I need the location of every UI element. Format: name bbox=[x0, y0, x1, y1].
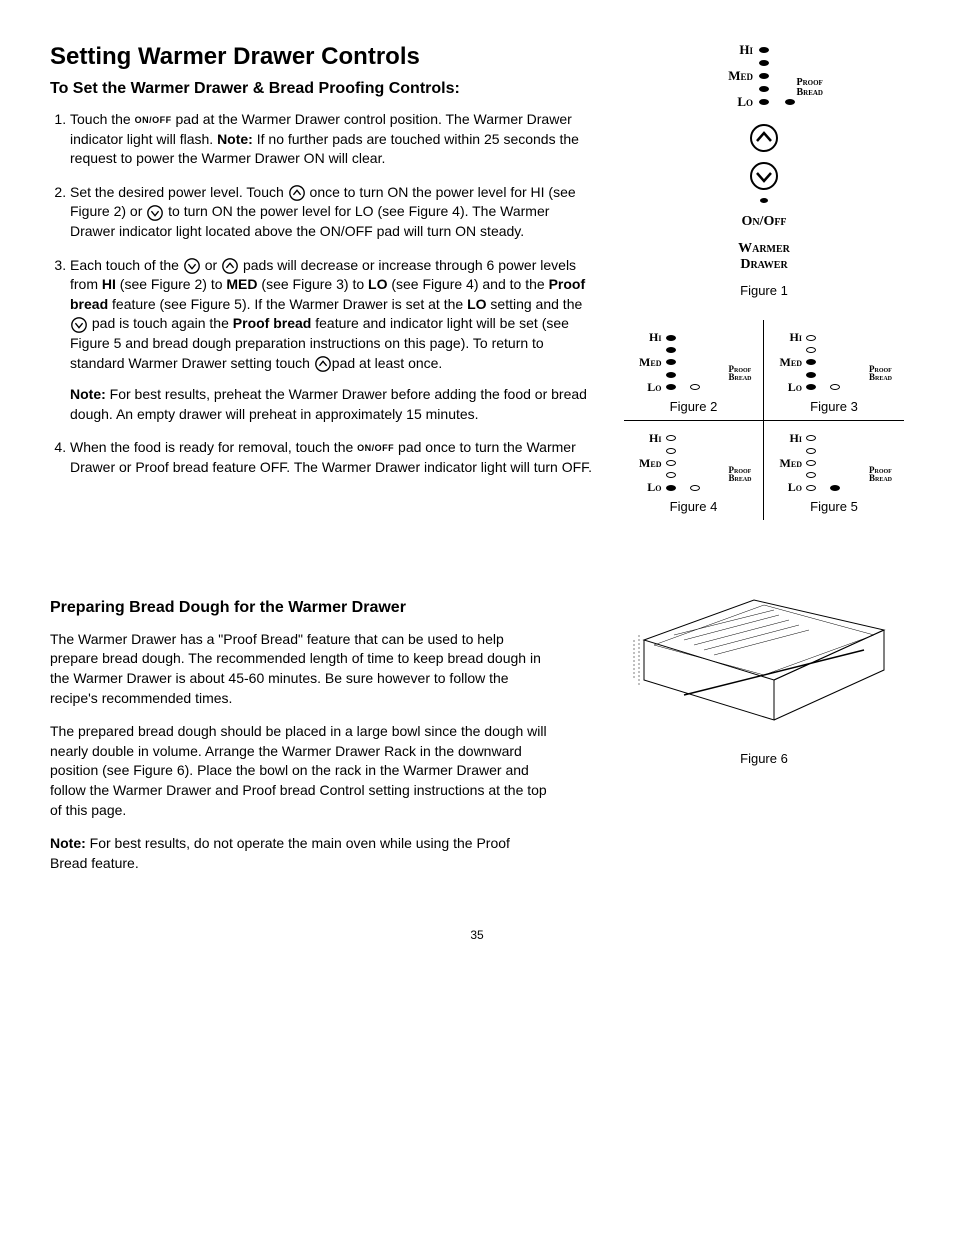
figure-1-panel: Hi Med Lo Proof Bread On/Off Warmer Draw… bbox=[624, 40, 904, 300]
indicator-dot bbox=[690, 485, 700, 491]
indicator-dot bbox=[830, 485, 840, 491]
indicator-dot bbox=[666, 359, 676, 365]
indicator-dot bbox=[666, 472, 676, 478]
indicator-dot bbox=[830, 384, 840, 390]
warmer-drawer-label: Warmer Drawer bbox=[738, 241, 790, 272]
indicator-dot bbox=[759, 47, 769, 53]
indicator-dot bbox=[666, 347, 676, 353]
section-subtitle-2: Preparing Bread Dough for the Warmer Dra… bbox=[50, 597, 594, 619]
step-4: When the food is ready for removal, touc… bbox=[70, 438, 594, 477]
down-arrow-icon bbox=[70, 316, 88, 334]
indicator-dot bbox=[806, 384, 816, 390]
page-title: Setting Warmer Drawer Controls bbox=[50, 40, 594, 74]
figure-6-caption: Figure 6 bbox=[624, 750, 904, 768]
indicator-dot bbox=[690, 384, 700, 390]
indicator-dot bbox=[806, 335, 816, 341]
indicator-dot bbox=[666, 460, 676, 466]
figure-4-cell: HiMedLoProofBread Figure 4 bbox=[624, 421, 764, 521]
onoff-label: On/Off bbox=[741, 212, 786, 232]
step-2: Set the desired power level. Touch once … bbox=[70, 183, 594, 242]
indicator-dot bbox=[666, 485, 676, 491]
figure-3-cell: HiMedLoProofBread Figure 3 bbox=[764, 320, 904, 421]
indicator-dot bbox=[806, 372, 816, 378]
indicator-dot bbox=[760, 198, 768, 203]
onoff-pad-text: ON/OFF bbox=[357, 443, 394, 453]
figure-5-cell: HiMedLoProofBread Figure 5 bbox=[764, 421, 904, 521]
step-1: Touch the ON/OFF pad at the Warmer Drawe… bbox=[70, 110, 594, 169]
down-arrow-icon bbox=[183, 257, 201, 275]
indicator-dot bbox=[759, 99, 769, 105]
indicator-dot bbox=[759, 60, 769, 66]
up-arrow-icon bbox=[314, 355, 332, 373]
drawer-illustration-icon bbox=[624, 540, 904, 740]
up-arrow-icon bbox=[288, 184, 306, 202]
step-3: Each touch of the or pads will decrease … bbox=[70, 256, 594, 425]
prep-note: Note: For best results, do not operate t… bbox=[50, 834, 550, 873]
instruction-list: Touch the ON/OFF pad at the Warmer Drawe… bbox=[50, 110, 594, 478]
section-subtitle-1: To Set the Warmer Drawer & Bread Proofin… bbox=[50, 78, 594, 100]
indicator-dot bbox=[806, 485, 816, 491]
up-arrow-icon bbox=[221, 257, 239, 275]
page-number: 35 bbox=[50, 927, 904, 944]
indicator-dot bbox=[666, 372, 676, 378]
indicator-dot bbox=[806, 460, 816, 466]
indicator-dot bbox=[785, 99, 795, 105]
figure-1-caption: Figure 1 bbox=[740, 282, 788, 300]
indicator-dot bbox=[806, 347, 816, 353]
figure-grid: HiMedLoProofBread Figure 2 HiMedLoProofB… bbox=[624, 320, 904, 520]
figure-2-cell: HiMedLoProofBread Figure 2 bbox=[624, 320, 764, 421]
indicator-dot bbox=[666, 335, 676, 341]
indicator-dot bbox=[806, 435, 816, 441]
up-arrow-button-icon bbox=[749, 123, 779, 153]
indicator-dot bbox=[806, 359, 816, 365]
indicator-dot bbox=[666, 435, 676, 441]
prep-paragraph-2: The prepared bread dough should be place… bbox=[50, 722, 550, 820]
prep-paragraph-1: The Warmer Drawer has a "Proof Bread" fe… bbox=[50, 630, 550, 708]
down-arrow-icon bbox=[146, 204, 164, 222]
indicator-dot bbox=[759, 86, 769, 92]
onoff-pad-text: ON/OFF bbox=[135, 115, 172, 125]
indicator-dot bbox=[666, 384, 676, 390]
indicator-dot bbox=[806, 472, 816, 478]
indicator-dot bbox=[759, 73, 769, 79]
indicator-dot bbox=[806, 448, 816, 454]
down-arrow-button-icon bbox=[749, 161, 779, 191]
indicator-dot bbox=[666, 448, 676, 454]
